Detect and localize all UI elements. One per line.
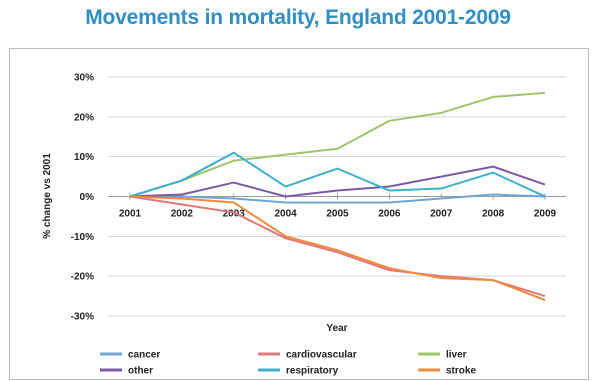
- x-tick-label: 2009: [534, 209, 557, 220]
- series-line-cancer: [130, 193, 546, 204]
- x-axis-label: Year: [326, 323, 347, 334]
- y-tick-label: -30%: [71, 312, 94, 323]
- y-tick-label: 10%: [74, 152, 94, 163]
- series-line-respiratory: [129, 151, 546, 198]
- x-tick-label: 2003: [223, 209, 246, 220]
- series-line-stroke: [129, 195, 546, 302]
- series-line-liver: [129, 91, 546, 198]
- x-tick-labels: 2001 2002 2003 2004 2005 2006 2007 2008 2009: [119, 193, 557, 220]
- chart-frame: [9, 48, 589, 380]
- x-tick-label: 2007: [430, 209, 453, 220]
- x-tick-label: 2004: [275, 209, 298, 220]
- x-tick-label: 2002: [171, 209, 194, 220]
- x-tick-label: 2005: [326, 209, 349, 220]
- series-line-other: [129, 165, 546, 198]
- legend-label-cancer: cancer: [128, 350, 160, 361]
- y-tick-label: -10%: [71, 232, 94, 243]
- legend: cancer cardiovascular liver other respirator…: [100, 350, 476, 377]
- x-tick-label: 2001: [119, 209, 142, 220]
- y-tick-label: 30%: [74, 73, 94, 84]
- x-tick-label: 2008: [482, 209, 505, 220]
- legend-label-cardiovascular: cardiovascular: [286, 350, 357, 361]
- gridlines: [108, 76, 566, 317]
- y-axis-label: % change vs 2001: [42, 153, 53, 239]
- series-lines: [129, 91, 546, 302]
- y-tick-label: -20%: [71, 272, 94, 283]
- chart-title: Movements in mortality, England 2001-200…: [85, 6, 511, 29]
- y-tick-label: 0%: [80, 192, 95, 203]
- legend-label-respiratory: respiratory: [286, 366, 339, 377]
- legend-label-stroke: stroke: [446, 366, 476, 377]
- legend-label-liver: liver: [446, 350, 467, 361]
- y-tick-labels: 30% 20% 10% 0% -10% -20% -30%: [71, 73, 94, 323]
- x-tick-label: 2006: [378, 209, 401, 220]
- y-tick-label: 20%: [74, 112, 94, 123]
- legend-label-other: other: [128, 366, 153, 377]
